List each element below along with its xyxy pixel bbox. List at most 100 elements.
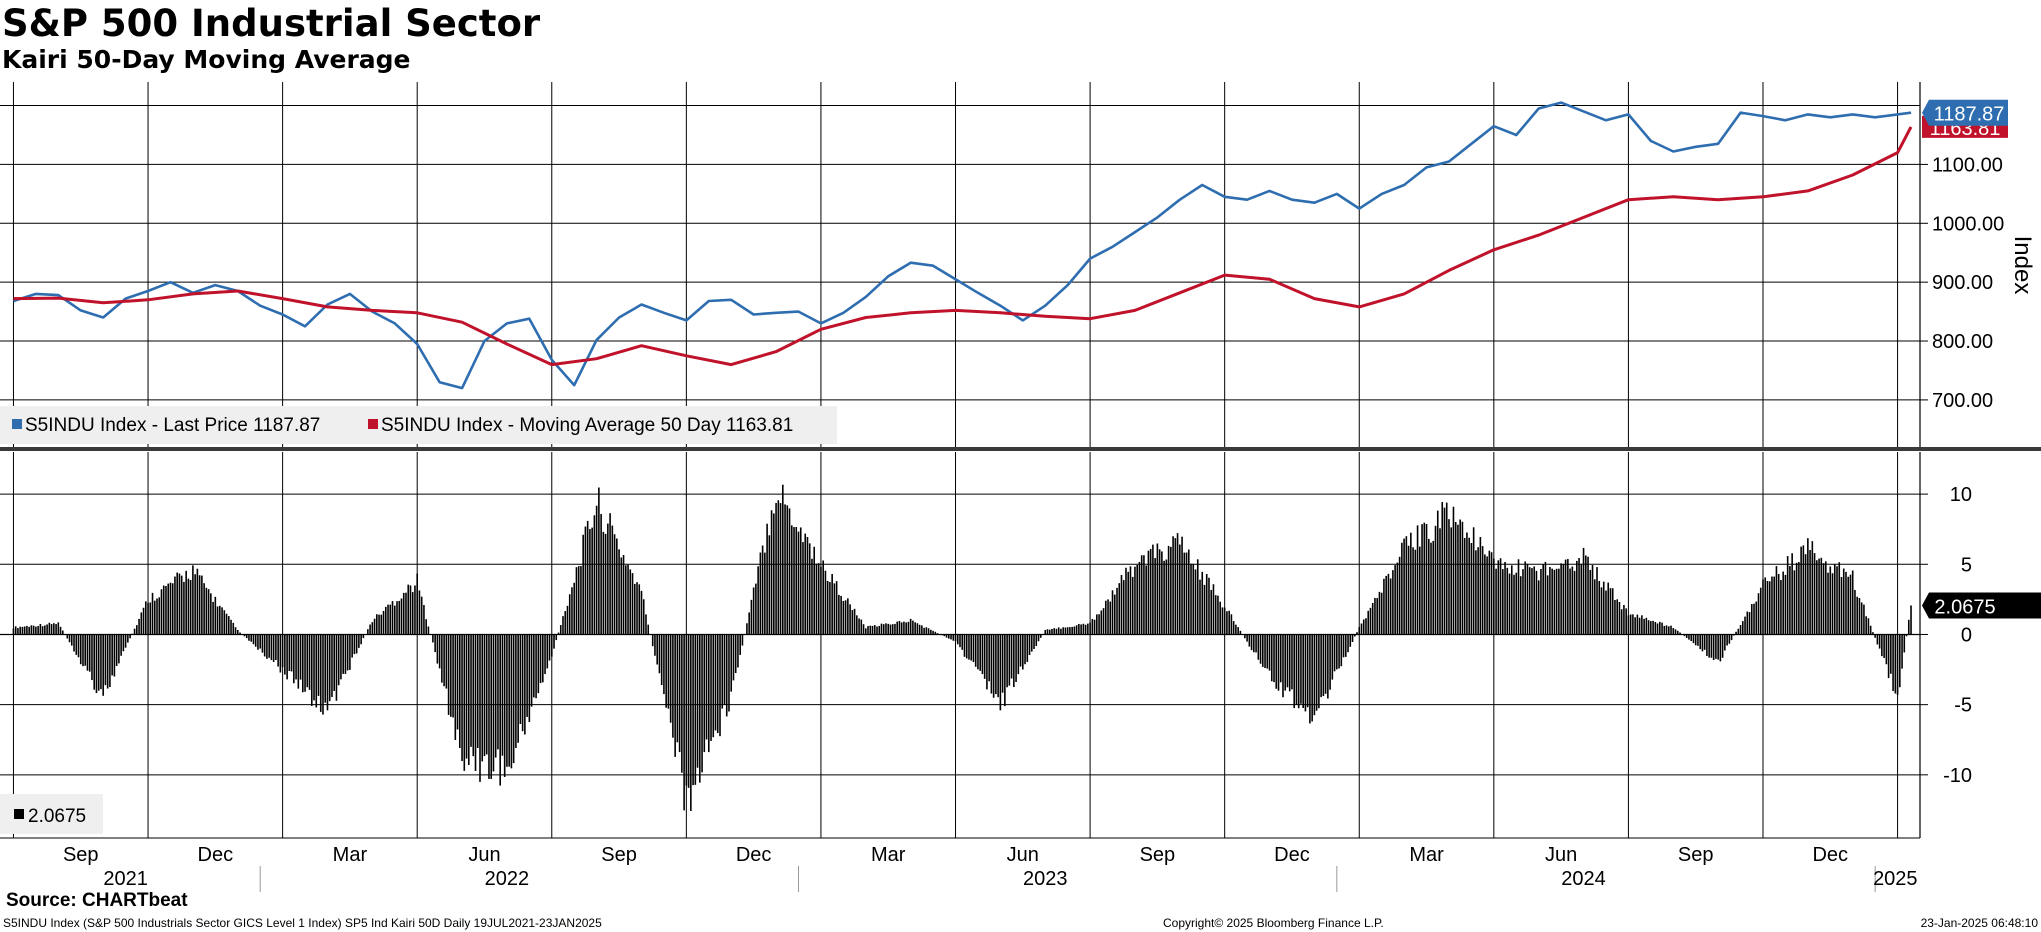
kairi-bar bbox=[999, 634, 1002, 711]
kairi-bar bbox=[1587, 556, 1589, 635]
kairi-bar bbox=[927, 628, 930, 635]
kairi-bar bbox=[290, 634, 293, 672]
kairi-bar bbox=[986, 634, 988, 690]
kairi-bar bbox=[1598, 580, 1601, 635]
kairi-bar bbox=[214, 596, 217, 635]
kairi-bar bbox=[37, 626, 39, 635]
kairi-bar bbox=[293, 634, 295, 684]
kairi-bar bbox=[1533, 566, 1536, 635]
kairi-bar bbox=[1448, 519, 1450, 635]
kairi-bar bbox=[633, 583, 636, 635]
x-month-label: Jun bbox=[1007, 844, 1039, 866]
kairi-bar bbox=[153, 600, 156, 635]
kairi-bar bbox=[1145, 565, 1147, 635]
kairi-bar bbox=[1809, 549, 1811, 635]
kairi-bar bbox=[261, 634, 264, 653]
kairi-bar bbox=[77, 634, 80, 658]
kairi-bar bbox=[586, 520, 589, 635]
kairi-bar bbox=[1342, 634, 1345, 658]
kairi-bar bbox=[100, 634, 102, 690]
kairi-bar bbox=[676, 634, 679, 743]
kairi-bar bbox=[654, 634, 656, 656]
kairi-bar bbox=[127, 634, 129, 643]
kairi-bar bbox=[66, 634, 69, 639]
kairi-bar bbox=[1706, 634, 1708, 656]
kairi-bar bbox=[138, 618, 140, 635]
kairi-bar bbox=[658, 634, 661, 674]
kairi-bar bbox=[1457, 524, 1459, 635]
upper-ytick-label: 800.00 bbox=[1932, 331, 1993, 353]
kairi-bar bbox=[768, 535, 771, 635]
kairi-bar bbox=[1524, 561, 1527, 635]
kairi-bar bbox=[44, 625, 46, 635]
kairi-bar bbox=[1497, 560, 1500, 635]
kairi-bar bbox=[1405, 536, 1408, 635]
kairi-bar bbox=[1102, 608, 1105, 635]
kairi-bar bbox=[707, 634, 710, 753]
kairi-bar bbox=[764, 552, 766, 635]
kairi-bar bbox=[1623, 604, 1625, 635]
kairi-bar bbox=[1013, 634, 1015, 688]
kairi-bar bbox=[488, 634, 490, 779]
kairi-bar bbox=[918, 624, 921, 635]
kairi-bar bbox=[1571, 566, 1574, 635]
kairi-bar bbox=[1113, 594, 1116, 635]
kairi-bar bbox=[1389, 578, 1392, 635]
chart-title: S&P 500 Industrial Sector bbox=[2, 2, 541, 45]
kairi-bar bbox=[1248, 634, 1251, 647]
kairi-bar bbox=[891, 624, 894, 635]
kairi-bar bbox=[974, 634, 977, 667]
kairi-bar bbox=[1318, 634, 1320, 709]
kairi-bar bbox=[272, 634, 275, 662]
kairi-bar bbox=[849, 604, 851, 635]
kairi-bar bbox=[1033, 634, 1035, 649]
lower-ytick-label: 10 bbox=[1950, 484, 1972, 506]
kairi-bar bbox=[1208, 577, 1210, 635]
kairi-bar bbox=[1786, 556, 1789, 635]
kairi-bar bbox=[997, 634, 999, 698]
kairi-bar bbox=[115, 634, 118, 666]
kairi-bar bbox=[270, 634, 273, 661]
kairi-bar bbox=[1396, 562, 1399, 635]
kairi-bar bbox=[248, 634, 250, 641]
kairi-bar bbox=[582, 534, 584, 635]
x-year-label: 2023 bbox=[1023, 868, 1068, 890]
kairi-bar bbox=[1885, 634, 1888, 665]
kairi-bar bbox=[492, 634, 495, 772]
kairi-bar bbox=[1645, 617, 1648, 635]
kairi-bar bbox=[1268, 634, 1271, 671]
kairi-bar bbox=[1466, 532, 1468, 635]
kairi-bar bbox=[1670, 625, 1672, 635]
kairi-bar bbox=[1338, 634, 1340, 669]
kairi-bar bbox=[479, 634, 481, 782]
kairi-bar bbox=[1726, 634, 1728, 646]
kairi-bar bbox=[1147, 550, 1150, 635]
kairi-bar bbox=[1620, 609, 1623, 635]
kairi-bar bbox=[73, 634, 75, 652]
kairi-bar bbox=[1136, 564, 1138, 635]
kairi-bar bbox=[1322, 634, 1325, 697]
kairi-bar bbox=[1840, 576, 1843, 635]
kairi-bar bbox=[32, 625, 35, 635]
kairi-bar bbox=[882, 624, 885, 635]
kairi-bar bbox=[990, 634, 993, 694]
kairi-bar bbox=[1629, 614, 1632, 635]
kairi-bar bbox=[663, 634, 665, 695]
kairi-bar bbox=[494, 634, 497, 758]
kairi-bar bbox=[1340, 634, 1343, 667]
upper-ytick-label: 1100.00 bbox=[1932, 154, 2003, 176]
kairi-bar bbox=[337, 634, 340, 686]
kairi-bar bbox=[1282, 634, 1284, 698]
kairi-bar bbox=[1555, 568, 1558, 635]
kairi-bar bbox=[158, 597, 161, 635]
kairi-bar bbox=[1255, 634, 1257, 653]
kairi-bar bbox=[1315, 634, 1318, 711]
kairi-bar bbox=[665, 634, 667, 708]
kairi-bar bbox=[546, 634, 549, 669]
kairi-bar bbox=[712, 634, 715, 738]
kairi-bar bbox=[1901, 634, 1903, 669]
kairi-bar bbox=[1674, 629, 1677, 635]
kairi-bar bbox=[349, 634, 351, 670]
kairi-bar bbox=[1066, 627, 1069, 635]
kairi-bar bbox=[595, 505, 598, 635]
